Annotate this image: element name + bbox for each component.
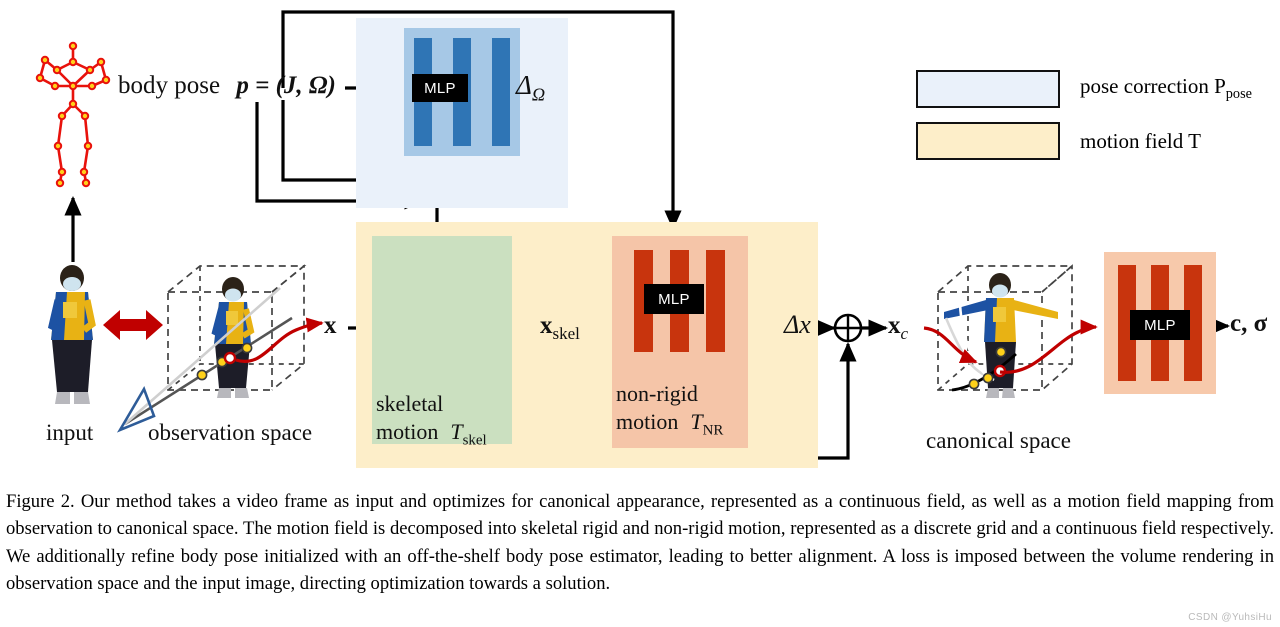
legend-swatch-motion-field <box>916 122 1060 160</box>
body-pose-label: body pose p = (J, Ω) <box>118 72 336 99</box>
connector-pose-to-nonrigid <box>281 10 682 231</box>
delta-omega-label: ΔΩ <box>516 70 546 105</box>
figure-caption: Figure 2. Our method takes a video frame… <box>6 491 1274 594</box>
legend-item-motion-field: motion field T <box>916 122 1256 160</box>
canonical-space-label: canonical space <box>926 428 1071 453</box>
x-label: x <box>324 312 337 339</box>
observation-person-image <box>211 277 255 398</box>
delta-x-label: Δx <box>784 310 811 339</box>
camera-frustum-icon <box>116 385 156 433</box>
camera-ray <box>124 287 293 426</box>
double-arrow-input-observation <box>103 310 163 340</box>
observation-ray-arrow <box>235 317 324 363</box>
watermark: CSDN @YuhsiHu <box>1188 612 1272 623</box>
x-skel-label: xskel <box>540 312 580 343</box>
add-operator-node <box>833 313 863 343</box>
nonrigid-motion-label: non-rigid motion TNR <box>616 381 724 439</box>
figure-diagram: MLP MLP MLP body pose p = (J, Ω) ΔΩ x xs… <box>35 10 1268 468</box>
nonrigid-mlp-box: MLP <box>644 284 704 314</box>
input-label: input <box>46 420 94 445</box>
skeletal-motion-panel <box>372 236 512 444</box>
legend-label-pose-correction: pose correction Ppose <box>1080 74 1252 103</box>
legend: pose correction Ppose motion field T <box>916 70 1256 174</box>
legend-label-motion-field: motion field T <box>1080 128 1201 153</box>
observation-space-label: observation space <box>148 420 313 445</box>
body-pose-skeleton <box>35 41 111 188</box>
legend-swatch-pose-correction <box>916 70 1060 108</box>
render-mlp-box: MLP <box>1130 310 1190 340</box>
x-c-label: xc <box>888 312 909 343</box>
nonrigid-mlp-label: MLP <box>658 290 690 308</box>
legend-item-pose-correction: pose correction Ppose <box>916 70 1256 108</box>
body-pose-equation: p = (J, Ω) <box>236 72 336 99</box>
pose-mlp-box: MLP <box>412 74 468 102</box>
skeletal-motion-label: skeletal motion Tskel <box>376 391 487 449</box>
c-sigma-output-label: c, σ <box>1230 310 1268 337</box>
pose-mlp-label: MLP <box>424 79 456 97</box>
input-person-image <box>47 265 96 404</box>
render-mlp-label: MLP <box>1144 316 1176 334</box>
observation-space-cube <box>167 264 307 391</box>
canonical-red-arrows <box>923 319 1098 374</box>
